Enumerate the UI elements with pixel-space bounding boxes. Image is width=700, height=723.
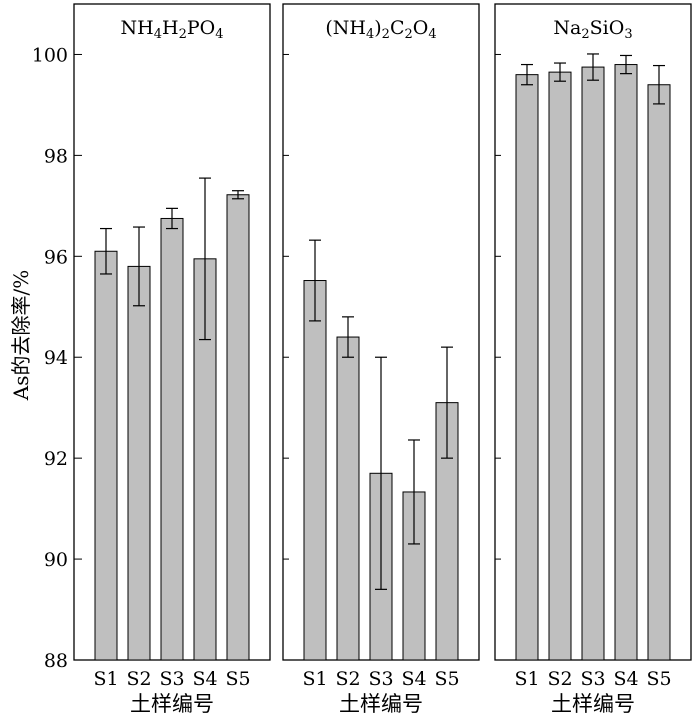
bar bbox=[581, 66, 605, 661]
x-tick-label: S1 bbox=[93, 668, 118, 690]
x-axis-label: 土样编号 bbox=[551, 692, 635, 716]
y-axis-label: As的去除率/% bbox=[9, 270, 33, 401]
x-tick-label: S3 bbox=[580, 668, 605, 690]
x-tick-label: S4 bbox=[192, 668, 217, 690]
panel-title: NH4H2PO4 bbox=[121, 17, 224, 42]
y-tick-label: 92 bbox=[44, 448, 68, 470]
x-axis-label: 土样编号 bbox=[339, 692, 423, 716]
bar bbox=[160, 217, 184, 661]
x-tick-label: S5 bbox=[225, 668, 250, 690]
x-tick-label: S3 bbox=[368, 668, 393, 690]
panel-title: Na2SiO3 bbox=[553, 17, 632, 42]
bar bbox=[94, 250, 118, 661]
x-tick-label: S4 bbox=[401, 668, 426, 690]
y-tick-label: 88 bbox=[44, 650, 68, 672]
y-tick-label: 90 bbox=[44, 549, 68, 571]
y-tick-label: 96 bbox=[44, 246, 68, 268]
bar bbox=[226, 194, 250, 661]
bar bbox=[127, 265, 151, 661]
x-tick-label: S1 bbox=[514, 668, 539, 690]
bar bbox=[336, 336, 360, 661]
y-tick-label: 98 bbox=[44, 145, 68, 167]
bar bbox=[515, 74, 539, 661]
x-tick-label: S1 bbox=[302, 668, 327, 690]
x-tick-label: S5 bbox=[646, 668, 671, 690]
bar bbox=[303, 280, 327, 661]
x-tick-label: S2 bbox=[335, 668, 360, 690]
x-axis-label: 土样编号 bbox=[130, 692, 214, 716]
bar bbox=[548, 71, 572, 661]
x-tick-label: S4 bbox=[613, 668, 638, 690]
x-tick-label: S3 bbox=[159, 668, 184, 690]
y-tick-label: 94 bbox=[44, 347, 68, 369]
bar bbox=[614, 64, 638, 661]
bar bbox=[647, 84, 671, 661]
x-tick-label: S5 bbox=[434, 668, 459, 690]
panel-title: (NH4)2C2O4 bbox=[325, 17, 436, 42]
y-tick-label: 100 bbox=[32, 44, 68, 66]
x-tick-label: S2 bbox=[126, 668, 151, 690]
x-tick-label: S2 bbox=[547, 668, 572, 690]
